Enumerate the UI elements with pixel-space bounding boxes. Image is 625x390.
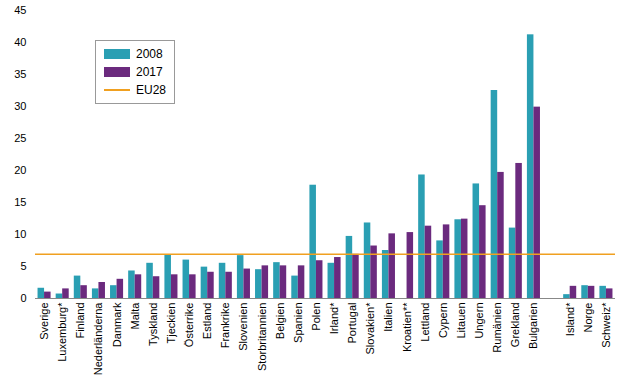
svg-text:5: 5 xyxy=(20,260,26,272)
svg-text:Irland*: Irland* xyxy=(328,302,340,335)
svg-text:Italien: Italien xyxy=(382,303,394,332)
svg-text:Belgien: Belgien xyxy=(274,303,286,340)
svg-text:Nederländerna: Nederländerna xyxy=(92,302,104,376)
html-text:2008: 2008 xyxy=(136,47,163,61)
svg-text:35: 35 xyxy=(14,68,26,80)
svg-text:Slovakien*: Slovakien* xyxy=(364,302,376,355)
svg-text:25: 25 xyxy=(14,132,26,144)
svg-text:Sverige: Sverige xyxy=(38,303,50,340)
svg-text:Frankrike: Frankrike xyxy=(219,303,231,349)
svg-text:Litauen: Litauen xyxy=(455,303,467,339)
svg-text:Lettland: Lettland xyxy=(419,303,431,342)
svg-text:Grekland: Grekland xyxy=(509,303,521,348)
svg-text:Rumänien: Rumänien xyxy=(491,303,503,353)
svg-text:Spanien: Spanien xyxy=(292,303,304,343)
html-text:EU28: EU28 xyxy=(136,83,166,97)
svg-text:Danmark: Danmark xyxy=(111,302,123,347)
svg-text:10: 10 xyxy=(14,228,26,240)
svg-text:Malta: Malta xyxy=(129,302,141,330)
svg-text:Bulgarien: Bulgarien xyxy=(527,303,539,349)
svg-text:Island*: Island* xyxy=(564,302,576,336)
svg-text:Schweiz*: Schweiz* xyxy=(600,302,612,348)
svg-text:Kroatien**: Kroatien** xyxy=(401,302,413,352)
svg-text:Finland: Finland xyxy=(74,303,86,339)
svg-text:Österrike: Österrike xyxy=(183,303,195,348)
svg-text:Slovenien: Slovenien xyxy=(237,303,249,351)
svg-text:Storbritannien: Storbritannien xyxy=(256,303,268,372)
svg-text:Cypern: Cypern xyxy=(437,303,449,338)
svg-text:15: 15 xyxy=(14,196,26,208)
svg-text:Luxemburg*: Luxemburg* xyxy=(56,302,68,362)
svg-text:Estland: Estland xyxy=(201,303,213,340)
svg-text:45: 45 xyxy=(14,4,26,16)
svg-text:Polen: Polen xyxy=(310,303,322,331)
svg-text:30: 30 xyxy=(14,100,26,112)
svg-text:Tyskland: Tyskland xyxy=(147,303,159,346)
svg-text:Portugal: Portugal xyxy=(346,303,358,344)
svg-text:Tjeckien: Tjeckien xyxy=(165,303,177,344)
svg-text:Norge: Norge xyxy=(582,303,594,333)
svg-text:0: 0 xyxy=(20,292,26,304)
svg-text:20: 20 xyxy=(14,164,26,176)
html-text:2017: 2017 xyxy=(136,65,163,79)
svg-text:40: 40 xyxy=(14,36,26,48)
svg-text:Ungern: Ungern xyxy=(473,303,485,339)
